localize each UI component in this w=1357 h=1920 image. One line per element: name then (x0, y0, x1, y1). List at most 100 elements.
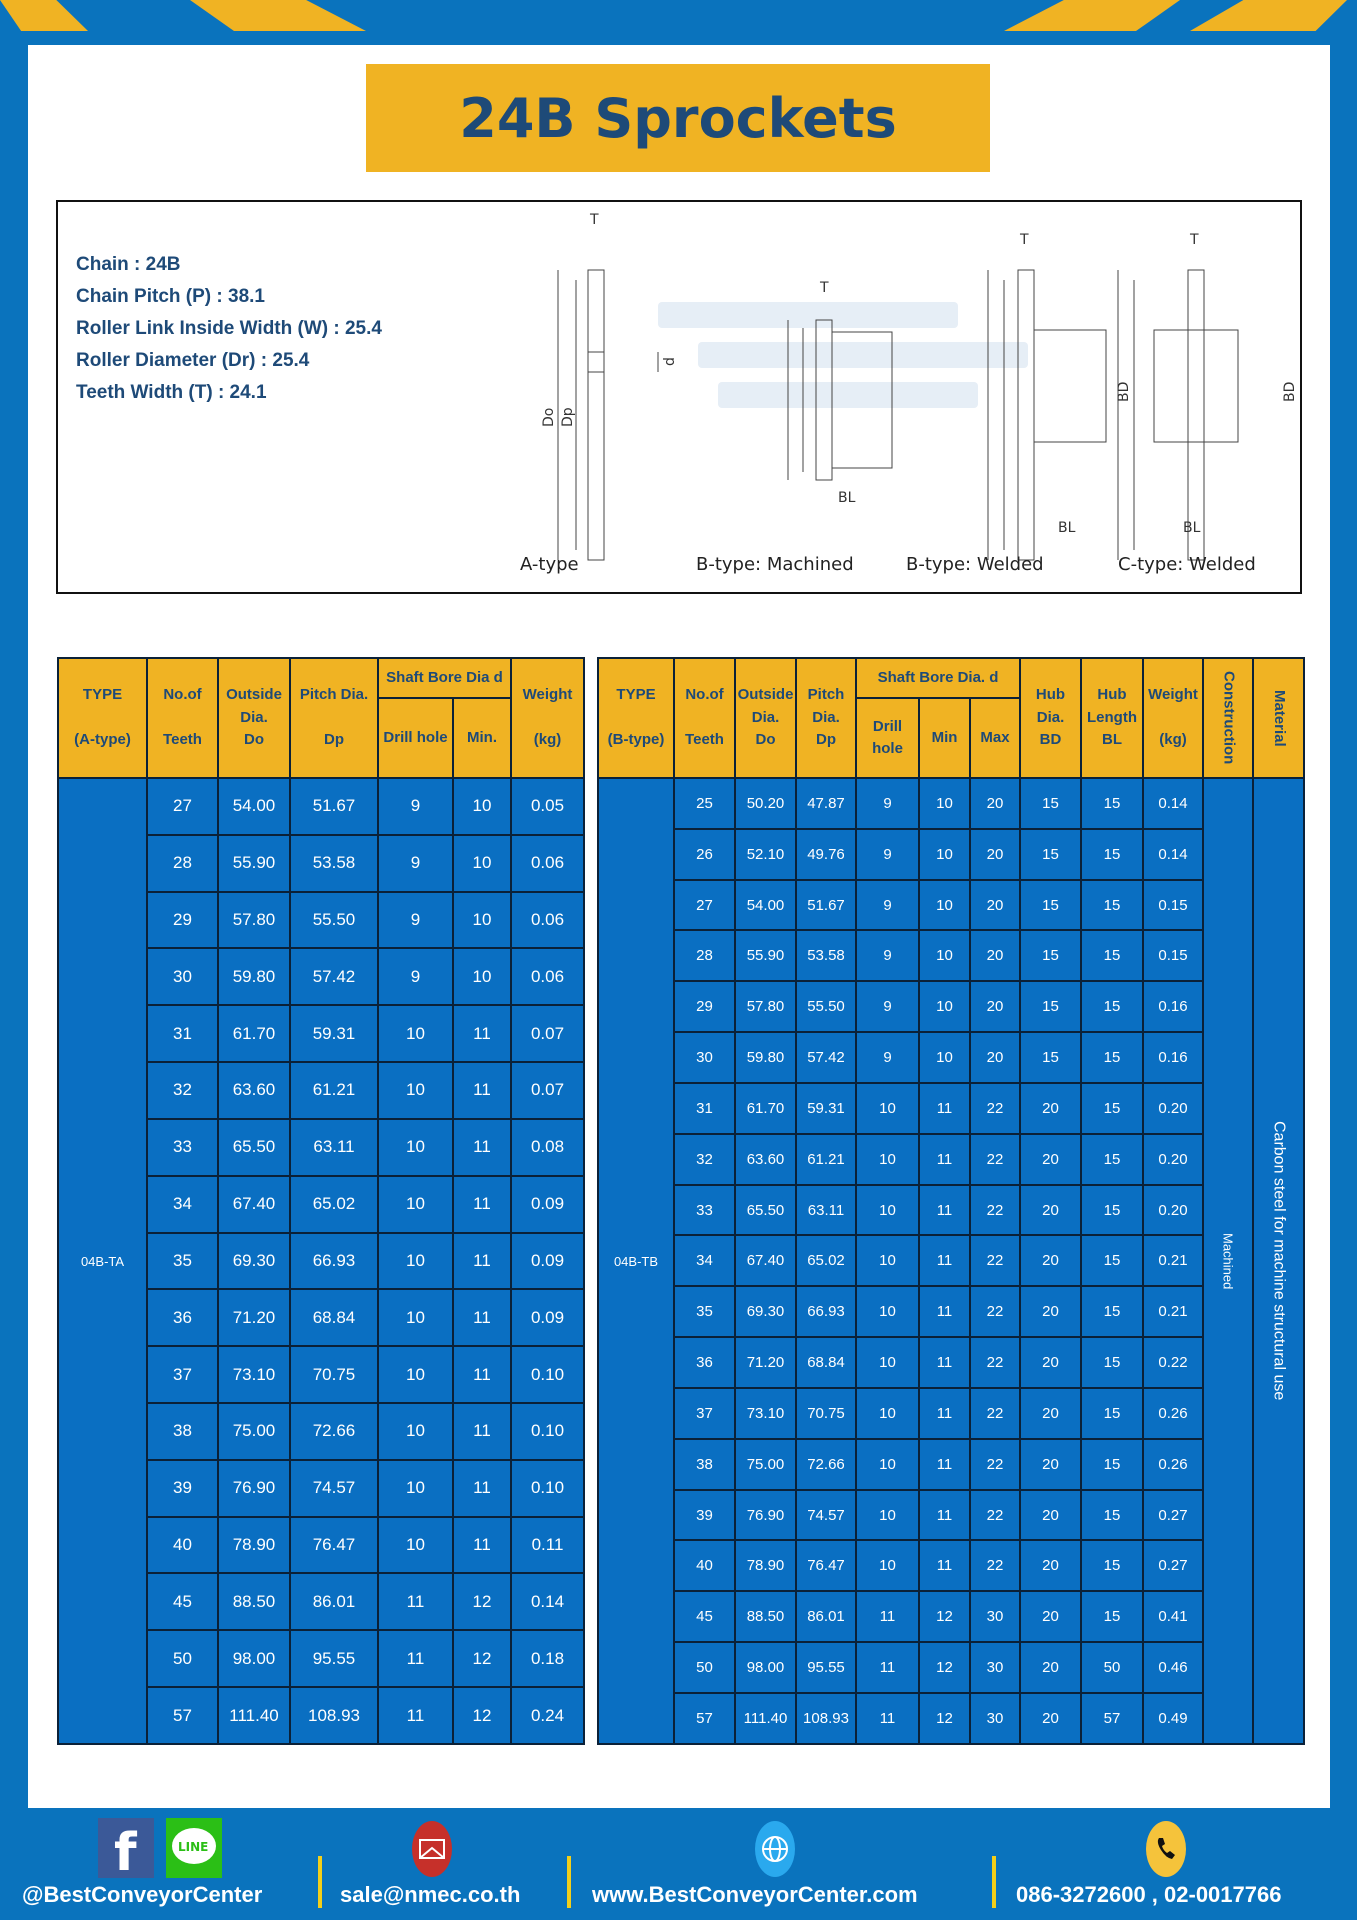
line-icon[interactable]: LINE (166, 1818, 224, 1878)
teeth-cell: 29 (146, 890, 219, 950)
weight-cell: 0.06 (510, 833, 585, 893)
b-type-table: TYPE (B-type) No.of Teeth Outside Dia. Do Pi… (597, 657, 1305, 1746)
teeth-cell: 39 (673, 1488, 736, 1542)
phone-icon[interactable] (1146, 1820, 1186, 1878)
hub-length-cell: 15 (1080, 1437, 1144, 1491)
spec-pitch: Chain Pitch (P) : 38.1 (76, 286, 265, 307)
min-bore-cell: 10 (918, 827, 971, 881)
table-row: 32 63.60 61.21 10 11 0.07 (58, 1061, 585, 1120)
pitch-dia-cell: 95.55 (289, 1629, 379, 1688)
pitch-dia-cell: 66.93 (795, 1285, 857, 1339)
weight-cell: 0.20 (1142, 1183, 1204, 1237)
teeth-cell: 37 (673, 1386, 736, 1440)
min-bore-cell: 12 (452, 1629, 512, 1688)
min-bore-cell: 11 (452, 1458, 512, 1518)
pitch-dia-cell: 70.75 (795, 1386, 857, 1440)
weight-cell: 0.46 (1142, 1641, 1204, 1694)
outside-dia-cell: 111.40 (734, 1691, 797, 1746)
label-bl: BL (838, 490, 856, 506)
caption-c-welded: C-type: Welded (1118, 554, 1256, 575)
spec-width: Roller Link Inside Width (W) : 25.4 (76, 318, 382, 339)
phone-number[interactable]: 086-3272600 , 02-0017766 (1016, 1882, 1282, 1907)
min-bore-cell: 11 (452, 1117, 512, 1177)
watermark-logo (658, 302, 1028, 408)
a-type-table: TYPE (A-type) No.of Teeth Outside Dia. Do Pi… (57, 657, 585, 1745)
drill-hole-cell: 10 (855, 1437, 920, 1491)
min-bore-cell: 11 (918, 1336, 971, 1389)
outside-dia-cell: 76.90 (217, 1458, 291, 1518)
pitch-dia-cell: 65.02 (289, 1174, 379, 1234)
max-bore-cell: 20 (969, 878, 1021, 932)
drill-hole-cell: 10 (855, 1539, 920, 1593)
teeth-cell: 32 (673, 1132, 736, 1186)
globe-icon[interactable] (755, 1820, 795, 1878)
pitch-dia-cell: 51.67 (795, 878, 857, 932)
min-bore-cell: 10 (918, 777, 971, 830)
weight-cell: 0.20 (1142, 1132, 1204, 1186)
email-link[interactable]: sale@nmec.co.th (340, 1882, 521, 1907)
hub-length-cell: 15 (1080, 1539, 1144, 1593)
hub-dia-cell: 20 (1019, 1183, 1082, 1237)
drill-hole-cell: 9 (377, 833, 454, 893)
outside-dia-cell: 65.50 (734, 1183, 797, 1237)
table-row: 35 69.30 66.93 10 11 0.09 (58, 1231, 585, 1291)
decor-stripe (190, 0, 366, 31)
min-bore-cell: 10 (918, 878, 971, 932)
table-row: 39 76.90 74.57 10 11 22 20 15 0.27 (598, 1488, 1304, 1542)
teeth-cell: 37 (146, 1345, 219, 1404)
header-shaft-bore: Shaft Bore Dia. d (855, 657, 1021, 699)
header-hub-length: Hub Length BL (1080, 657, 1144, 779)
weight-cell: 0.10 (510, 1401, 585, 1461)
outside-dia-cell: 78.90 (217, 1515, 291, 1575)
min-bore-cell: 12 (452, 1572, 512, 1632)
outside-dia-cell: 57.80 (217, 890, 291, 950)
drill-hole-cell: 10 (377, 1061, 454, 1120)
table-row: 28 55.90 53.58 9 10 20 15 15 0.15 (598, 929, 1304, 983)
table-row: 50 98.00 95.55 11 12 0.18 (58, 1629, 585, 1688)
outside-dia-cell: 63.60 (217, 1061, 291, 1120)
hub-dia-cell: 15 (1019, 929, 1082, 983)
pitch-dia-cell: 108.93 (795, 1691, 857, 1746)
max-bore-cell: 22 (969, 1285, 1021, 1339)
min-bore-cell: 10 (452, 833, 512, 893)
min-bore-cell: 11 (452, 1345, 512, 1404)
header-type: TYPE (A-type) (57, 657, 148, 779)
hub-length-cell: 15 (1080, 1234, 1144, 1288)
pitch-dia-cell: 76.47 (795, 1539, 857, 1593)
email-icon[interactable] (412, 1820, 452, 1878)
hub-dia-cell: 20 (1019, 1590, 1082, 1644)
hub-dia-cell: 20 (1019, 1437, 1082, 1491)
max-bore-cell: 22 (969, 1437, 1021, 1491)
weight-cell: 0.09 (510, 1288, 585, 1348)
teeth-cell: 40 (673, 1539, 736, 1593)
facebook-icon[interactable]: f (98, 1818, 156, 1878)
min-bore-cell: 11 (452, 1174, 512, 1234)
drill-hole-cell: 10 (855, 1234, 920, 1288)
pitch-dia-cell: 59.31 (795, 1081, 857, 1135)
min-bore-cell: 11 (918, 1539, 971, 1593)
social-handle[interactable]: @BestConveyorCenter (22, 1882, 263, 1907)
weight-cell: 0.15 (1142, 929, 1204, 983)
drill-hole-cell: 10 (855, 1488, 920, 1542)
outside-dia-cell: 71.20 (734, 1336, 797, 1389)
teeth-cell: 38 (146, 1401, 219, 1461)
table-row: 50 98.00 95.55 11 12 30 20 50 0.46 (598, 1641, 1304, 1694)
drill-hole-cell: 10 (855, 1183, 920, 1237)
pitch-dia-cell: 53.58 (289, 833, 379, 893)
table-row: 36 71.20 68.84 10 11 0.09 (58, 1288, 585, 1348)
caption-a-type: A-type (520, 554, 579, 575)
page-title: 24B Sprockets (366, 64, 990, 172)
table-row: 37 73.10 70.75 10 11 0.10 (58, 1345, 585, 1404)
weight-cell: 0.05 (510, 777, 585, 836)
outside-dia-cell: 76.90 (734, 1488, 797, 1542)
website-link[interactable]: www.BestConveyorCenter.com (592, 1882, 918, 1907)
hub-length-cell: 15 (1080, 1031, 1144, 1084)
max-bore-cell: 22 (969, 1132, 1021, 1186)
pitch-dia-cell: 68.84 (795, 1336, 857, 1389)
header-type: TYPE (B-type) (597, 657, 675, 779)
drill-hole-cell: 9 (855, 980, 920, 1034)
outside-dia-cell: 75.00 (734, 1437, 797, 1491)
drill-hole-cell: 10 (377, 1345, 454, 1404)
hub-dia-cell: 15 (1019, 878, 1082, 932)
teeth-cell: 33 (146, 1117, 219, 1177)
